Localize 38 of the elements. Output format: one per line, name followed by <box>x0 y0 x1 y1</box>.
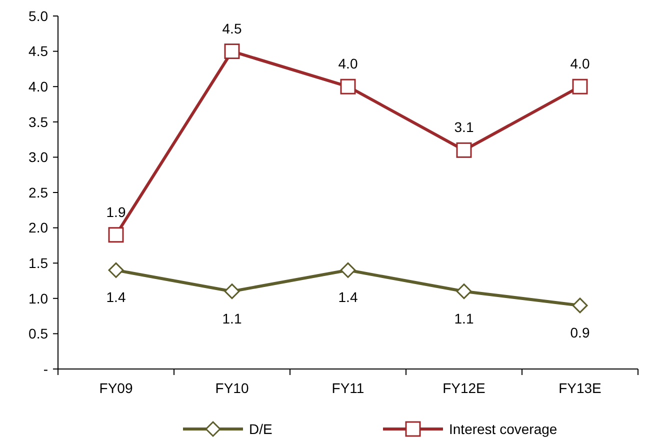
y-tick-label: 3.0 <box>28 149 48 166</box>
y-tick-label: 1.5 <box>28 255 48 271</box>
data-label: 1.1 <box>454 310 474 326</box>
data-label: 4.5 <box>222 20 242 36</box>
data-label: 4.0 <box>570 56 590 72</box>
point <box>340 262 356 278</box>
legend-label: Interest coverage <box>449 420 558 437</box>
point <box>224 44 240 60</box>
legend-label: D/E <box>249 420 272 437</box>
y-tick-label: 2.5 <box>28 184 48 200</box>
point <box>456 142 472 158</box>
y-tick-label: 5.0 <box>28 8 48 24</box>
y-tick-label: - <box>43 360 48 377</box>
point <box>224 284 240 300</box>
x-tick-label: FY13E <box>558 380 602 396</box>
y-tick-label: 3.5 <box>28 114 48 130</box>
point <box>572 298 588 314</box>
data-label: 4.0 <box>338 56 358 72</box>
data-label: 1.4 <box>338 289 358 306</box>
point <box>456 284 472 300</box>
data-label: 3.1 <box>454 119 474 136</box>
point <box>340 78 356 94</box>
x-tick-label: FY11 <box>332 380 364 396</box>
data-label: 0.9 <box>570 324 590 340</box>
x-tick-label: FY10 <box>215 380 249 396</box>
point <box>572 78 588 94</box>
point <box>108 227 124 243</box>
data-label: 1.4 <box>106 289 126 306</box>
y-tick-label: 4.5 <box>28 43 48 60</box>
x-tick-label: FY12E <box>442 380 486 396</box>
y-tick-label: 1.0 <box>28 290 48 306</box>
x-tick-label: FY09 <box>99 380 133 396</box>
data-label: 1.1 <box>222 310 242 326</box>
point <box>108 262 124 278</box>
y-tick-label: 4.0 <box>28 78 48 94</box>
y-tick-label: 2.0 <box>28 220 48 236</box>
y-tick-label: 0.5 <box>28 326 48 342</box>
data-label: 1.9 <box>106 204 126 220</box>
